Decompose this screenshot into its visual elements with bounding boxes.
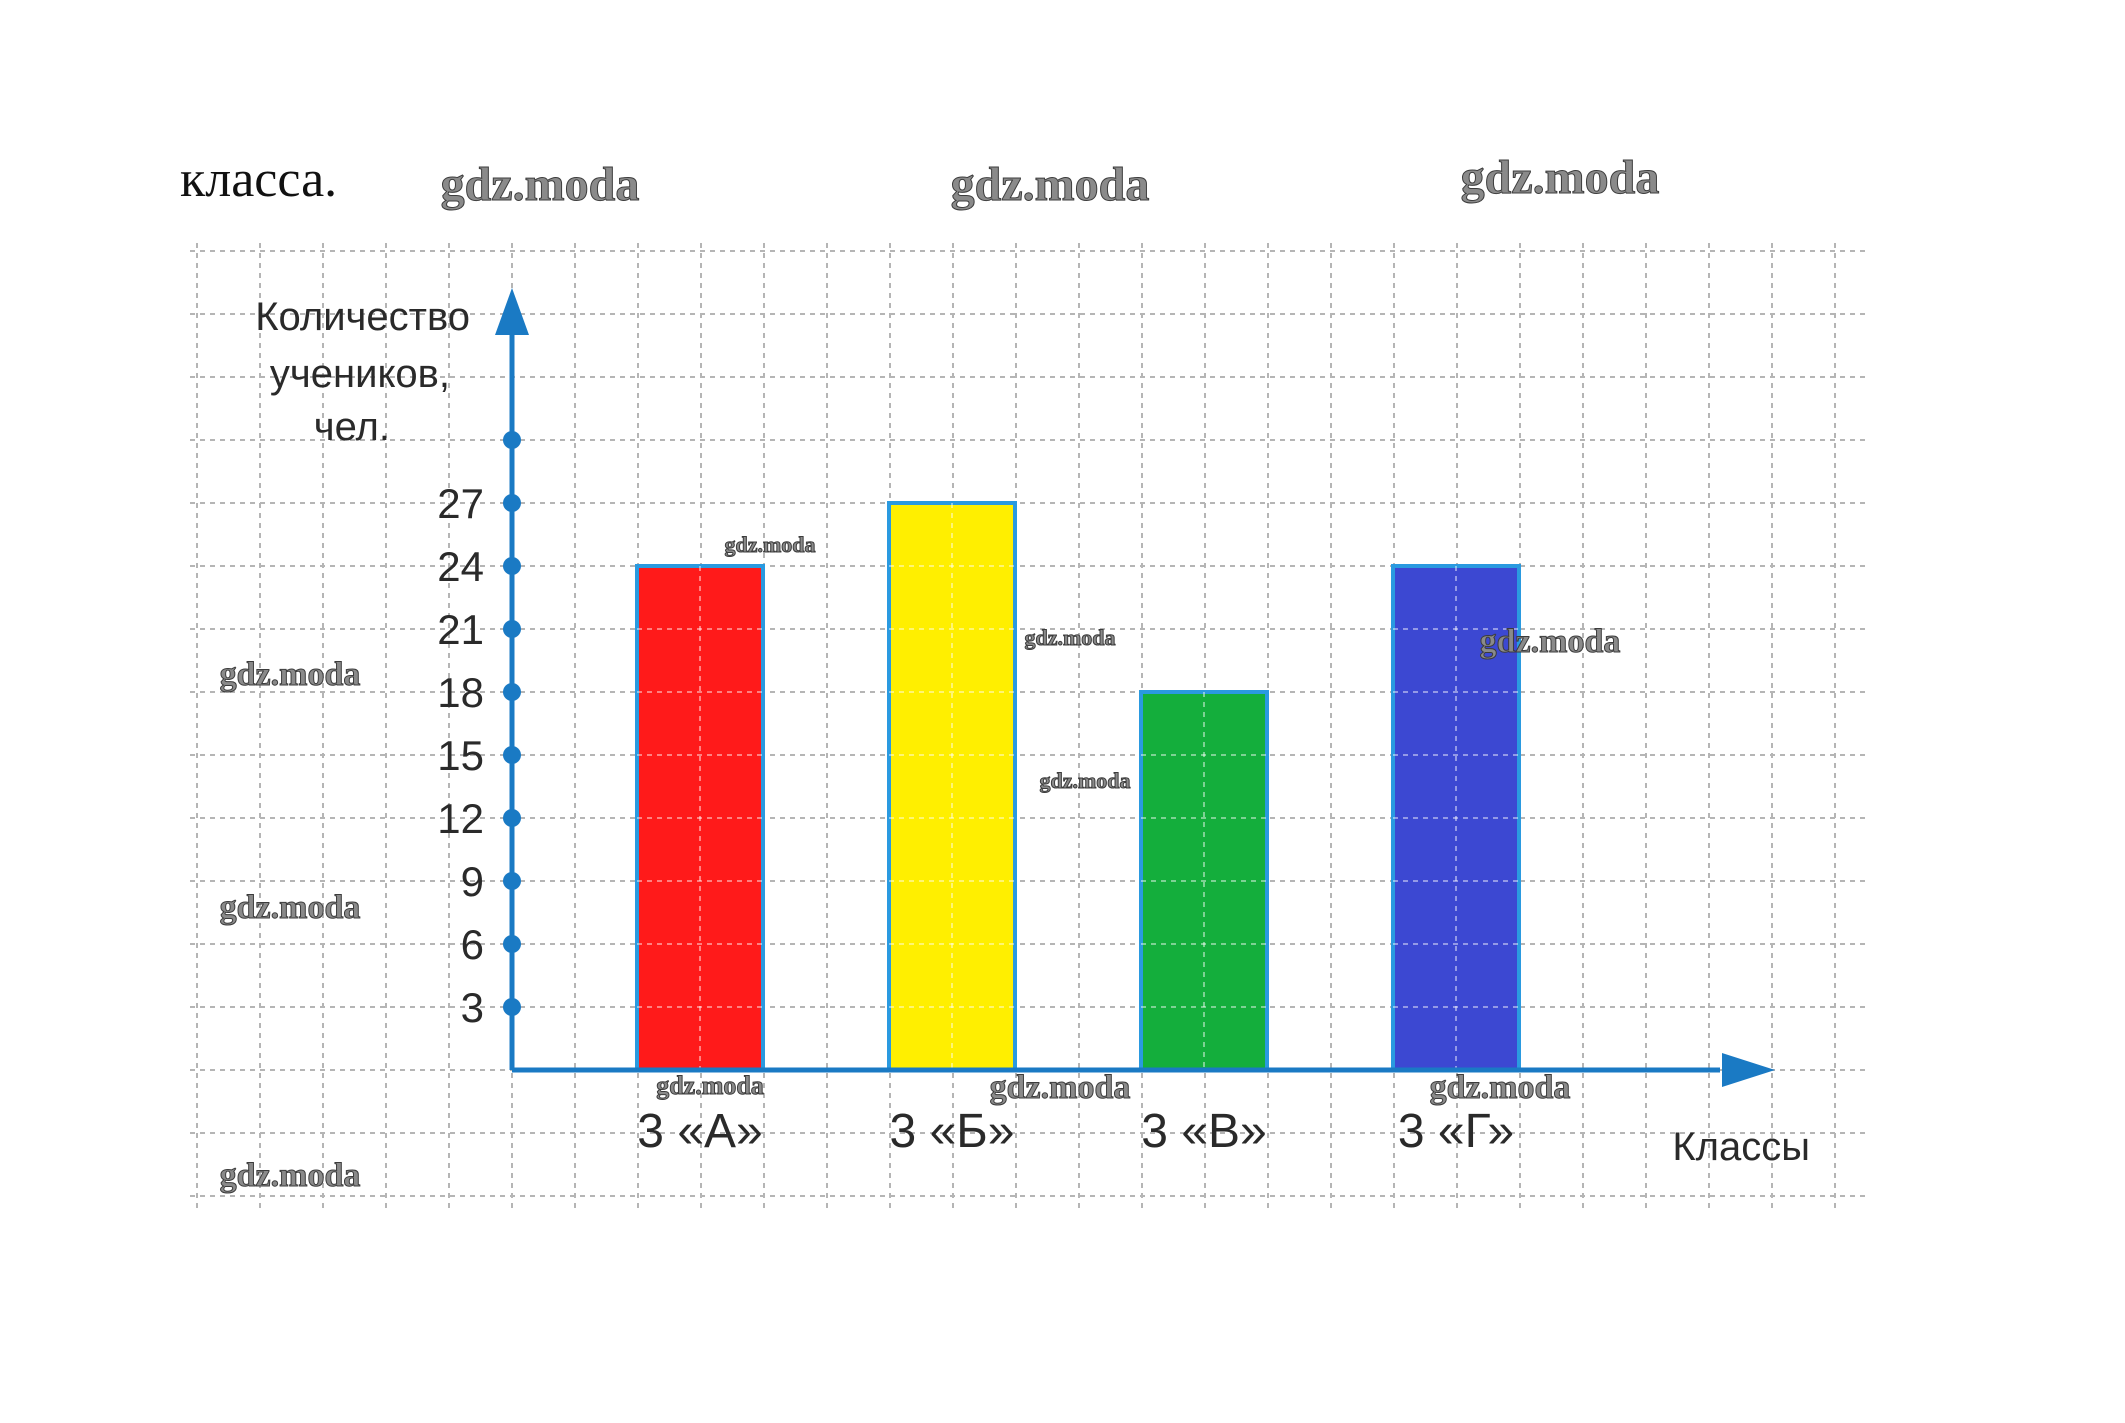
watermark-text: gdz.moda xyxy=(1039,768,1130,793)
watermark-text: gdz.moda xyxy=(1461,151,1660,204)
watermark-text: gdz.moda xyxy=(441,158,640,211)
y-axis-arrow xyxy=(495,288,529,335)
category-label: 3 «Б» xyxy=(890,1105,1015,1158)
y-tick-label: 15 xyxy=(437,732,484,779)
category-labels: 3 «А» 3 «Б» 3 «В» 3 «Г» xyxy=(637,1105,1514,1158)
watermark-text: gdz.moda xyxy=(1430,1069,1571,1106)
category-label: 3 «Г» xyxy=(1398,1105,1514,1158)
y-tick-dot xyxy=(503,746,521,764)
watermarks: gdz.moda gdz.moda gdz.moda gdz.moda gdz.moda… xyxy=(219,151,1660,1195)
y-tick-dot xyxy=(503,494,521,512)
y-tick-label: 21 xyxy=(437,606,484,653)
bar xyxy=(1139,690,1269,1072)
y-axis-title-line-2: учеников, xyxy=(270,352,450,396)
watermark-text: gdz.moda xyxy=(990,1069,1131,1106)
y-tick-label: 3 xyxy=(461,984,484,1031)
watermark-text: gdz.moda xyxy=(220,656,361,693)
y-tick-dot xyxy=(503,809,521,827)
page-heading: класса. xyxy=(180,151,338,208)
category-label: 3 «В» xyxy=(1141,1105,1266,1158)
bars xyxy=(635,501,1521,1072)
y-axis-title-line-3: чел. xyxy=(314,405,390,449)
watermark-text: gdz.moda xyxy=(951,158,1150,211)
y-tick-label: 18 xyxy=(437,669,484,716)
y-ticks: 3 6 9 12 15 18 21 24 27 xyxy=(437,431,521,1031)
y-tick-label: 24 xyxy=(437,543,484,590)
y-tick-dot xyxy=(503,935,521,953)
labels: Количество учеников, чел. Классы xyxy=(255,295,1810,1169)
y-tick-dot xyxy=(503,683,521,701)
watermark-text: gdz.moda xyxy=(220,889,361,926)
watermark-text: gdz.moda xyxy=(656,1071,764,1100)
watermark-text: gdz.moda xyxy=(724,532,815,557)
y-axis-title-line-1: Количество xyxy=(255,295,470,339)
y-tick-label: 27 xyxy=(437,480,484,527)
category-label: 3 «А» xyxy=(637,1105,762,1158)
y-tick-dot xyxy=(503,431,521,449)
y-tick-label: 6 xyxy=(461,921,484,968)
y-tick-dot xyxy=(503,998,521,1016)
watermark-text: gdz.moda xyxy=(220,1157,361,1194)
y-tick-dot xyxy=(503,557,521,575)
watermark-text: gdz.moda xyxy=(1480,623,1621,660)
bar xyxy=(635,564,765,1072)
x-axis-title: Классы xyxy=(1672,1125,1810,1169)
x-axis-arrow xyxy=(1722,1053,1775,1087)
y-tick-label: 12 xyxy=(437,795,484,842)
bar xyxy=(887,501,1017,1072)
y-tick-label: 9 xyxy=(461,858,484,905)
y-tick-dot xyxy=(503,620,521,638)
watermark-text: gdz.moda xyxy=(1024,625,1115,650)
y-tick-dot xyxy=(503,872,521,890)
